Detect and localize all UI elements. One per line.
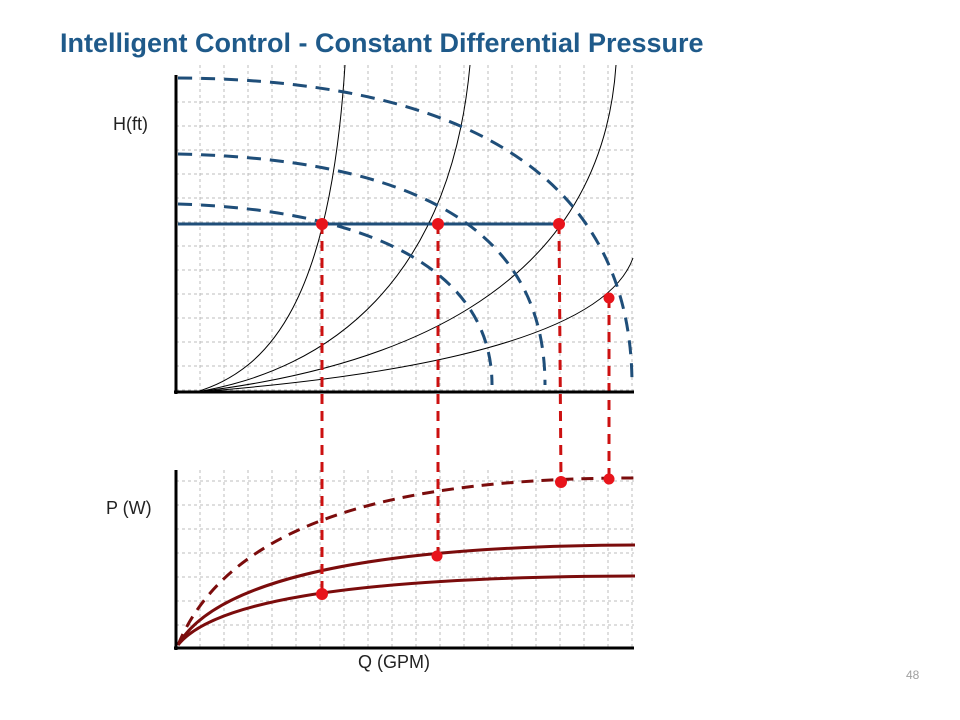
power-curves <box>176 476 636 646</box>
flow-axis-label: Q (GPM) <box>358 652 430 672</box>
power-curve-high <box>176 476 636 646</box>
power-chart-grid <box>176 470 634 648</box>
head-chart-grid <box>176 65 634 392</box>
system-curves <box>195 64 634 393</box>
system-curve-3 <box>195 64 617 393</box>
system-curve-4 <box>195 257 634 393</box>
operating-point-1 <box>316 218 328 230</box>
power-point-4 <box>603 473 615 485</box>
pump-curve-low <box>177 202 494 386</box>
power-curve-mid <box>176 543 636 646</box>
system-curve-2 <box>195 64 471 393</box>
drop-line-3 <box>557 223 563 483</box>
head-chart-axes <box>174 75 634 394</box>
operating-points <box>316 218 615 304</box>
power-axis-label: P (W) <box>106 498 152 518</box>
power-chart-axes <box>174 470 634 650</box>
page-number: 48 <box>906 668 920 682</box>
pump-curve-high <box>177 76 634 386</box>
slide-title: Intelligent Control - Constant Different… <box>60 28 704 58</box>
power-point-2 <box>431 550 443 562</box>
head-axis-label: H(ft) <box>113 114 148 134</box>
operating-point-4 <box>603 292 615 304</box>
power-curve-low <box>176 574 636 646</box>
power-point-3 <box>555 476 567 488</box>
pump-curve-mid <box>177 152 547 386</box>
system-curve-1 <box>195 64 346 393</box>
operating-point-3 <box>553 218 565 230</box>
drop-lines <box>320 223 611 594</box>
pump-curves <box>177 76 634 386</box>
power-point-1 <box>316 588 328 600</box>
power-points <box>316 473 615 600</box>
operating-point-2 <box>432 218 444 230</box>
